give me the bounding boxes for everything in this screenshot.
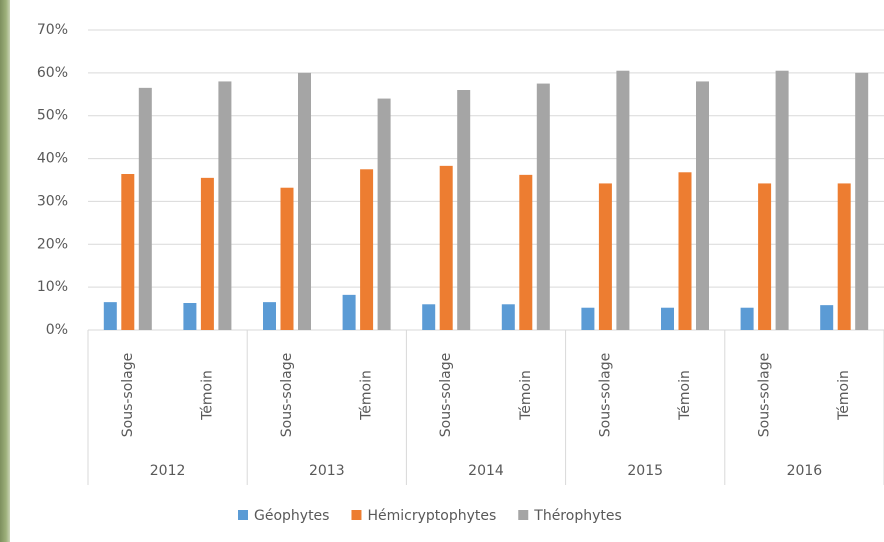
y-tick-label: 30% [37,193,68,209]
bar [439,165,453,330]
bar [457,90,471,330]
legend-label: Hémicryptophytes [367,508,496,524]
bar [280,187,294,330]
bar [616,70,630,330]
bar [422,304,436,330]
group-label: 2012 [150,463,186,479]
y-tick-label: 60% [37,65,68,81]
bar [138,87,152,330]
bar [758,183,772,330]
bar [103,302,117,330]
legend-swatch [238,510,248,520]
bar [218,81,232,330]
x-tick-label: Sous-solage [597,353,613,438]
bar [661,307,674,330]
bar [360,169,374,330]
bar [377,98,391,330]
bar [342,294,356,330]
x-tick-label: Sous-solage [757,353,773,438]
bar [775,70,789,330]
y-tick-label: 40% [37,151,68,167]
group-label: 2015 [627,463,663,479]
bar [519,174,533,330]
bar [501,304,515,330]
bar [837,183,851,330]
bar [598,183,612,330]
y-tick-label: 20% [37,236,68,252]
x-tick-label: Témoin [677,370,693,421]
bar [678,172,692,330]
x-tick-label: Sous-solage [120,353,136,438]
legend-swatch [351,510,362,520]
group-label: 2014 [468,463,504,479]
bar [536,83,550,330]
bar [855,72,869,330]
x-tick-label: Sous-solage [438,353,454,438]
legend-label: Géophytes [254,508,329,524]
y-tick-label: 10% [37,279,68,295]
bar [263,302,276,330]
bar [183,303,197,330]
x-tick-label: Témoin [199,370,215,421]
y-tick-label: 50% [37,108,68,124]
y-tick-label: 70% [37,22,68,38]
y-tick-label: 0% [46,322,68,338]
bar [200,177,214,330]
legend-swatch [518,510,529,520]
bar [696,81,709,330]
group-label: 2016 [787,463,823,479]
x-tick-label: Sous-solage [279,353,295,438]
group-label: 2013 [309,463,345,479]
bar [121,174,135,330]
x-tick-label: Témoin [359,370,375,421]
bar [298,72,311,330]
x-tick-label: Témoin [518,370,534,421]
bar [740,307,754,330]
legend-label: Thérophytes [533,508,622,524]
bar [581,307,595,330]
x-tick-label: Témoin [836,370,852,421]
bar [820,305,834,330]
